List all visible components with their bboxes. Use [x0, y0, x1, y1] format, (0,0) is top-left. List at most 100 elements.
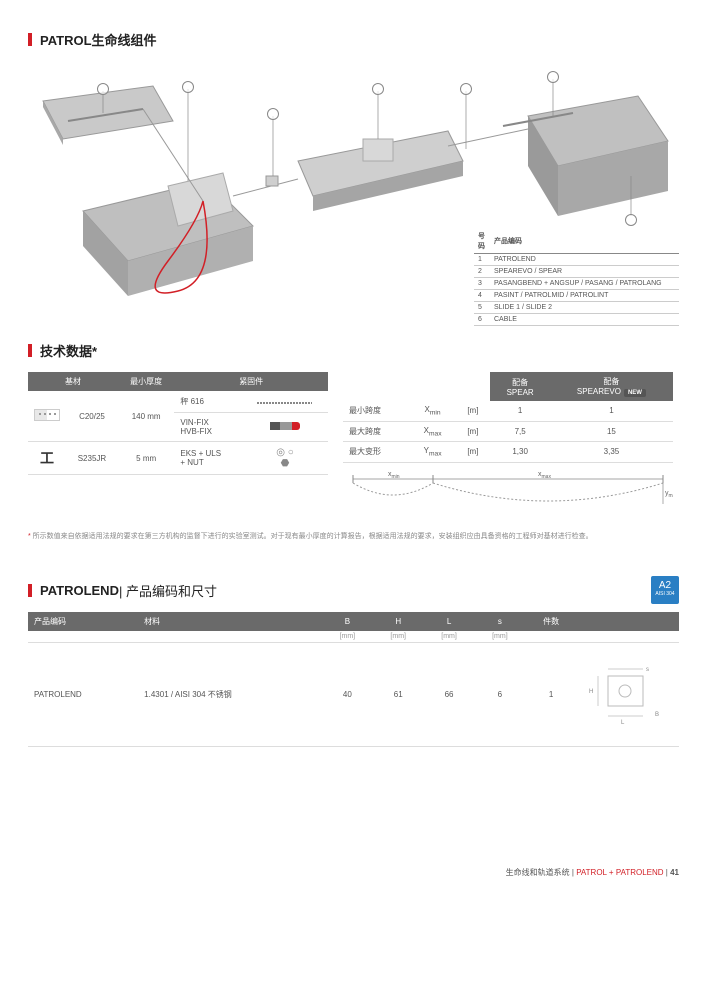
xmin-label: xmin: [388, 471, 400, 480]
unit-b: [mm]: [322, 631, 373, 643]
row-ymax-v1: 1,30: [490, 442, 549, 463]
ph-code: 产品编码: [28, 612, 138, 631]
section2-title-text: 技术数据*: [40, 341, 97, 360]
mat-s235: S235JR: [66, 442, 118, 475]
ph-l: L: [424, 612, 475, 631]
row-xmin-v1: 1: [490, 401, 549, 421]
unit-s: [mm]: [474, 631, 525, 643]
unit-h: [mm]: [373, 631, 424, 643]
row-ymax-sym: Ymax: [410, 442, 455, 463]
pd-b: 40: [322, 642, 373, 746]
pd-s: 6: [474, 642, 525, 746]
ph-material: 材料: [138, 612, 322, 631]
callout-3: [267, 108, 279, 120]
legend-n: 6: [474, 314, 490, 326]
thick-5: 5 mm: [118, 442, 174, 475]
rod-icon: [242, 391, 328, 413]
legend-n: 4: [474, 290, 490, 302]
red-bar-icon: [28, 33, 32, 46]
footer-category: 生命线和轨道系统: [506, 868, 570, 877]
legend-header-num: 号码: [474, 229, 490, 254]
bolt-icon: ◎ ○⬣: [242, 442, 328, 475]
row-xmin-label: 最小跨度: [343, 401, 410, 421]
legend-name: SPEAREVO / SPEAR: [490, 266, 679, 278]
pd-h: 61: [373, 642, 424, 746]
pd-drawing: s H L B: [577, 642, 679, 746]
legend-name: PATROLEND: [490, 254, 679, 266]
legend-name: PASANGBEND + ANGSUP / PASANG / PATROLANG: [490, 278, 679, 290]
fastener-anchor: VIN-FIX HVB-FIX: [174, 413, 242, 442]
section3-title-code: PATROLEND: [40, 583, 119, 598]
new-badge: NEW: [624, 389, 646, 397]
spec-table: 配备 SPEAR 配备 SPEAREVONEW 最小跨度 Xmin [m] 1 …: [343, 372, 673, 463]
legend-header-name: 产品编码: [490, 229, 679, 254]
a2-sub: AISI 304: [651, 591, 679, 597]
row-ymax-unit: [m]: [455, 442, 490, 463]
xmax-label: xmax: [538, 471, 551, 480]
anchor-icon: [242, 413, 328, 442]
legend-n: 5: [474, 302, 490, 314]
footer-page-number: 41: [670, 868, 679, 877]
span-diagram: xmin xmax ymax: [343, 469, 673, 524]
row-xmax-v2: 15: [550, 421, 673, 442]
svg-text:s: s: [646, 667, 649, 673]
callout-6: [547, 71, 559, 83]
svg-text:H: H: [589, 689, 593, 695]
section3-title-suffix: | 产品编码和尺寸: [119, 581, 217, 600]
pd-code: PATROLEND: [28, 642, 138, 746]
legend-n: 2: [474, 266, 490, 278]
row-ymax-label: 最大变形: [343, 442, 410, 463]
mat-c2025: C20/25: [66, 391, 118, 442]
fastener-rod: 秤 616: [174, 391, 242, 413]
th-fastener: 紧固件: [174, 372, 328, 391]
concrete-icon: [28, 391, 66, 442]
section1-title: PATROL生命线组件: [28, 30, 679, 49]
page-footer: 生命线和轨道系统 | PATROL + PATROLEND | 41: [28, 867, 679, 878]
legend-n: 3: [474, 278, 490, 290]
th-substrate: 基材: [28, 372, 118, 391]
callout-5: [460, 83, 472, 95]
legend-n: 1: [474, 254, 490, 266]
dimension-drawing: s H L B: [583, 661, 673, 726]
legend-name: SLIDE 1 / SLIDE 2: [490, 302, 679, 314]
row-xmax-v1: 7,5: [490, 421, 549, 442]
product-table: 产品编码 材料 B H L s 件数 [mm] [mm] [mm] [mm] P…: [28, 612, 679, 747]
ymax-label: ymax: [665, 490, 673, 499]
red-bar-icon: [28, 584, 32, 597]
ph-b: B: [322, 612, 373, 631]
ph-pcs: 件数: [525, 612, 577, 631]
a2-main: A2: [659, 580, 671, 591]
ph-drawing: [577, 612, 679, 631]
substrate-table: 基材 最小厚度 紧固件 C20/25 140 mm 秤 616 VIN-FIX …: [28, 372, 328, 475]
a2-badge: A2 AISI 304: [651, 576, 679, 604]
row-xmax-label: 最大跨度: [343, 421, 410, 442]
th-spear: 配备 SPEAR: [490, 372, 549, 401]
svg-text:B: B: [655, 712, 659, 718]
callout-4: [372, 83, 384, 95]
ph-s: s: [474, 612, 525, 631]
row-xmin-v2: 1: [550, 401, 673, 421]
legend-name: CABLE: [490, 314, 679, 326]
substrate-table-wrap: 基材 最小厚度 紧固件 C20/25 140 mm 秤 616 VIN-FIX …: [28, 372, 328, 475]
red-bar-icon: [28, 344, 32, 357]
callout-1: [97, 83, 109, 95]
pd-pcs: 1: [525, 642, 577, 746]
fastener-bolt: EKS + ULS + NUT: [174, 442, 242, 475]
thick-140: 140 mm: [118, 391, 174, 442]
row-xmax-sym: Xmax: [410, 421, 455, 442]
pd-l: 66: [424, 642, 475, 746]
row-xmin-unit: [m]: [455, 401, 490, 421]
th-thickness: 最小厚度: [118, 372, 174, 391]
callout-7: [625, 214, 637, 226]
unit-l: [mm]: [424, 631, 475, 643]
section1-title-text: PATROL生命线组件: [40, 30, 157, 49]
legend-name: PASINT / PATROLMID / PATROLINT: [490, 290, 679, 302]
th-spearevo: 配备 SPEAREVONEW: [550, 372, 673, 401]
spec-table-wrap: 配备 SPEAR 配备 SPEAREVONEW 最小跨度 Xmin [m] 1 …: [343, 372, 673, 526]
tech-footnote: 所示数值来自依据适用法规的要求在第三方机构的监督下进行的实验室测试。对于现有最小…: [28, 532, 679, 541]
row-xmin-sym: Xmin: [410, 401, 455, 421]
row-xmax-unit: [m]: [455, 421, 490, 442]
legend-table: 号码 产品编码 1PATROLEND 2SPEAREVO / SPEAR 3PA…: [474, 229, 679, 326]
row-ymax-v2: 3,35: [550, 442, 673, 463]
section3-title: PATROLEND | 产品编码和尺寸: [28, 581, 679, 600]
